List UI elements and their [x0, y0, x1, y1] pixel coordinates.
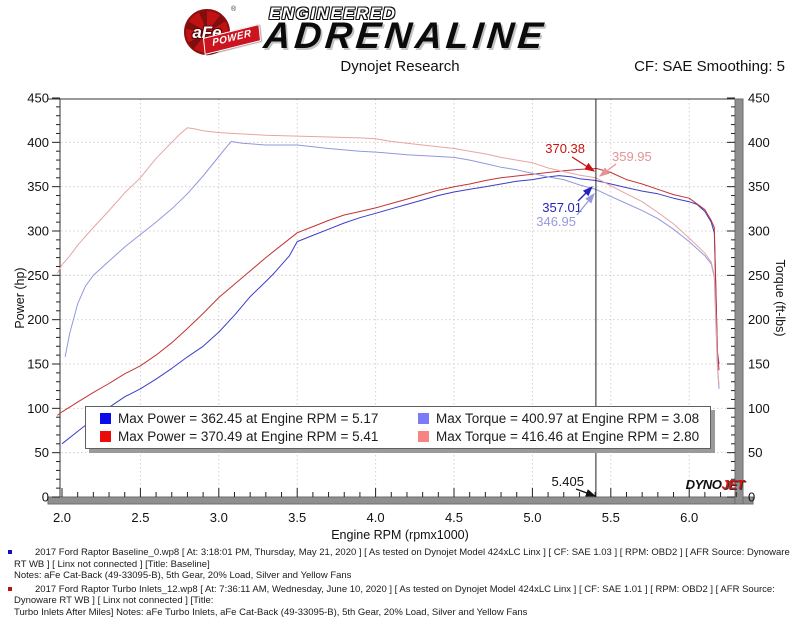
svg-text:150: 150 [27, 357, 49, 372]
svg-text:5.5: 5.5 [602, 510, 620, 525]
legend-swatch-red [100, 430, 111, 442]
svg-text:2.5: 2.5 [131, 510, 149, 525]
run-note-line: Turbo Inlets After Miles] Notes: aFe Tur… [14, 606, 528, 618]
dyno-chart-plot[interactable]: 0 50 100 150 200 250 300 350 400 450 0 50 100 150 200 2… [0, 0, 800, 600]
svg-text:50: 50 [748, 445, 762, 460]
legend-label: Max Torque = 400.97 at Engine RPM = 3.08 [436, 411, 700, 427]
svg-text:250: 250 [27, 268, 49, 283]
legend-swatch-blue [100, 413, 111, 425]
run-note-baseline: 2017 Ford Raptor Baseline_0.wp8 [ At: 3:… [0, 547, 796, 582]
legend-item-max-power-inlets: Max Power = 370.49 at Engine RPM = 5.41 [100, 429, 418, 444]
legend-item-max-torque-baseline: Max Torque = 400.97 at Engine RPM = 3.08 [418, 411, 710, 426]
svg-text:250: 250 [748, 268, 770, 283]
svg-text:300: 300 [748, 224, 770, 239]
svg-text:200: 200 [748, 312, 770, 327]
legend-item-max-torque-inlets: Max Torque = 416.46 at Engine RPM = 2.80 [418, 429, 710, 444]
legend-swatch-lightblue [418, 413, 429, 425]
run-bullet-blue [8, 550, 12, 554]
svg-text:450: 450 [27, 91, 49, 106]
svg-text:350: 350 [27, 179, 49, 194]
svg-text:150: 150 [748, 357, 770, 372]
svg-text:Power (hp): Power (hp) [13, 267, 27, 328]
svg-text:100: 100 [748, 401, 770, 416]
svg-text:350: 350 [748, 179, 770, 194]
legend-label: Max Torque = 416.46 at Engine RPM = 2.80 [436, 428, 700, 444]
legend-swatch-salmon [418, 430, 429, 442]
svg-text:300: 300 [27, 224, 49, 239]
run-bullet-red [8, 586, 12, 591]
run-note-line: 2017 Ford Raptor Baseline_0.wp8 [ At: 3:… [14, 547, 790, 570]
svg-text:5.405: 5.405 [551, 474, 584, 489]
svg-text:6.0: 6.0 [680, 510, 698, 525]
dynojet-watermark: DYNOJET [685, 478, 745, 492]
svg-text:370.38: 370.38 [545, 141, 585, 156]
run-note-line: 2017 Ford Raptor Turbo Inlets_12.wp8 [ A… [14, 583, 775, 607]
svg-text:100: 100 [27, 401, 49, 416]
svg-text:200: 200 [27, 312, 49, 327]
svg-text:Engine RPM (rpmx1000): Engine RPM (rpmx1000) [331, 528, 469, 542]
svg-text:450: 450 [748, 91, 770, 106]
svg-text:2.0: 2.0 [53, 510, 71, 525]
chart-legend: Max Power = 362.45 at Engine RPM = 5.17 … [85, 406, 711, 449]
legend-item-max-power-baseline: Max Power = 362.45 at Engine RPM = 5.17 [100, 411, 418, 426]
svg-text:400: 400 [748, 135, 770, 150]
smoothing-setting-label: CF: SAE Smoothing: 5 [634, 58, 785, 75]
run-notes: 2017 Ford Raptor Baseline_0.wp8 [ At: 3:… [0, 547, 796, 620]
dynojet-logo-part1: DYNO [685, 478, 722, 492]
brand-engineered-text: ENGINEERED [269, 4, 397, 23]
svg-text:4.5: 4.5 [445, 510, 463, 525]
svg-text:359.95: 359.95 [612, 149, 652, 164]
svg-text:0: 0 [748, 490, 755, 505]
brand-header: aFe ® POWER ENGINEERED ADRENALINE Dynoje… [0, 0, 800, 88]
svg-text:50: 50 [35, 445, 49, 460]
legend-label: Max Power = 362.45 at Engine RPM = 5.17 [118, 411, 379, 427]
svg-text:400: 400 [27, 135, 49, 150]
svg-text:3.5: 3.5 [288, 510, 306, 525]
svg-text:4.0: 4.0 [367, 510, 385, 525]
run-note-line: Notes: aFe Cat-Back (49-33095-B), 5th Ge… [14, 570, 352, 581]
chart-title: Dynojet Research [340, 58, 460, 75]
run-note-turbo-inlets: 2017 Ford Raptor Turbo Inlets_12.wp8 [ A… [0, 584, 796, 619]
svg-text:357.01: 357.01 [542, 200, 582, 215]
svg-text:Torque (ft-lbs): Torque (ft-lbs) [773, 259, 787, 336]
legend-label: Max Power = 370.49 at Engine RPM = 5.41 [118, 428, 379, 444]
svg-text:346.95: 346.95 [536, 214, 576, 229]
svg-text:3.0: 3.0 [210, 510, 228, 525]
svg-text:0: 0 [42, 490, 49, 505]
registered-trademark-symbol: ® [231, 6, 237, 13]
dynojet-logo-part2: JET [721, 478, 744, 492]
svg-text:5.0: 5.0 [523, 510, 541, 525]
